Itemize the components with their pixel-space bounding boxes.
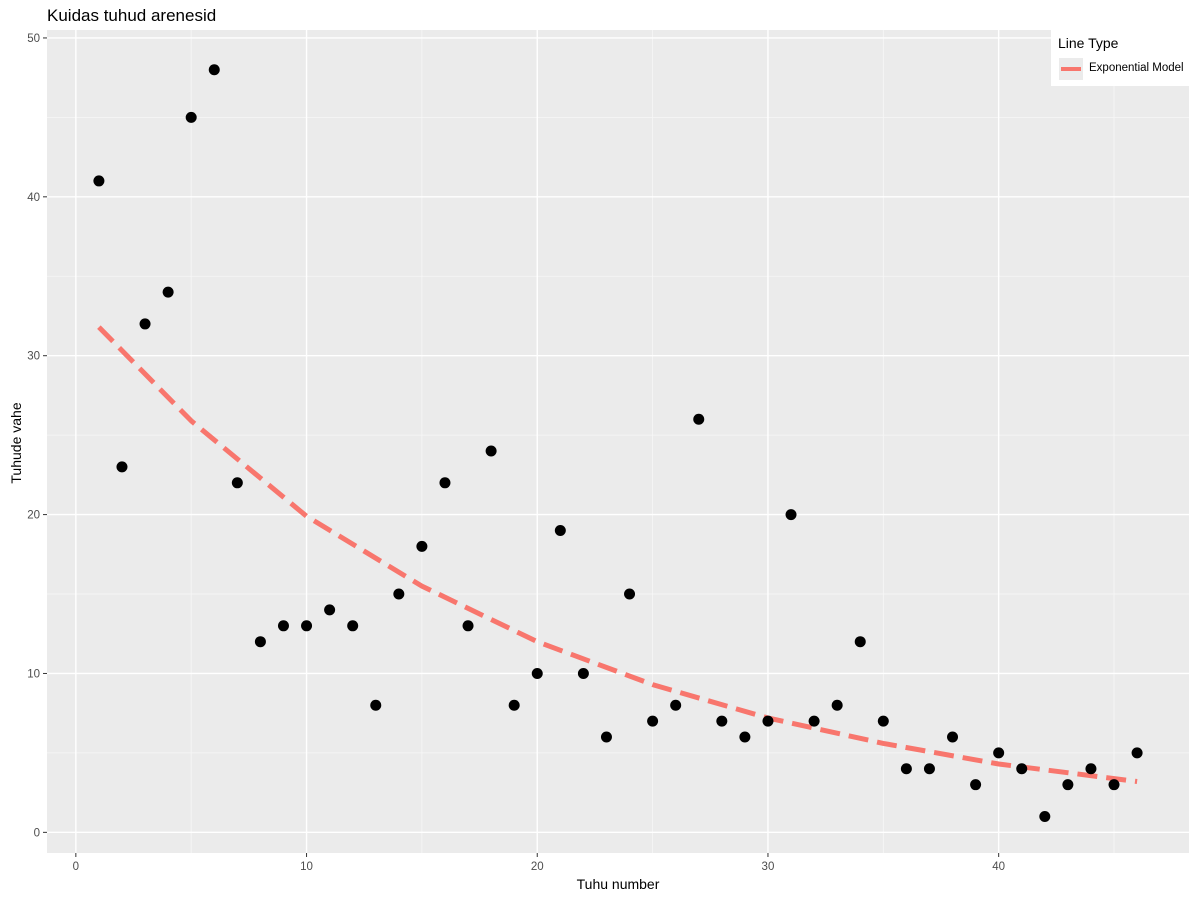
data-point (762, 715, 774, 727)
data-point (670, 699, 682, 711)
y-tick-label: 20 (27, 510, 40, 522)
data-point (485, 445, 497, 457)
data-point (1039, 810, 1051, 822)
data-point (970, 779, 982, 791)
data-point (139, 318, 151, 330)
exponential-model-line (97, 325, 1138, 784)
data-point (301, 620, 313, 632)
data-point (831, 699, 843, 711)
data-point (1085, 763, 1097, 775)
data-point (231, 477, 243, 489)
x-tick-label: 40 (992, 861, 1005, 873)
data-point (993, 747, 1005, 759)
legend: Line Type Exponential Model (1051, 30, 1193, 86)
data-point (208, 64, 220, 76)
data-point (254, 636, 266, 648)
x-axis-label: Tuhu number (576, 876, 660, 892)
points-group (93, 64, 1143, 822)
data-point (600, 731, 612, 743)
data-point (531, 667, 543, 679)
x-tick-label: 0 (73, 861, 79, 873)
data-point (1108, 779, 1120, 791)
legend-label-exponential-model: Exponential Model (1089, 62, 1184, 74)
y-axis-ticks: 0 10 20 30 40 50 (27, 33, 47, 839)
y-tick-label: 40 (27, 192, 40, 204)
data-point (393, 588, 405, 600)
chart-title: Kuidas tuhud arenesid (47, 6, 217, 25)
legend-key (1059, 58, 1083, 80)
data-point (508, 699, 520, 711)
data-point (277, 620, 289, 632)
data-point (577, 667, 589, 679)
data-point (554, 524, 566, 536)
legend-swatch-exponential-model (1061, 67, 1081, 71)
x-tick-label: 10 (300, 861, 313, 873)
y-tick-label: 50 (27, 33, 40, 45)
x-tick-label: 30 (762, 861, 775, 873)
data-point (624, 588, 636, 600)
x-tick-label: 20 (531, 861, 544, 873)
fit-line-group (97, 325, 1138, 784)
data-point (439, 477, 451, 489)
data-point (947, 731, 959, 743)
data-point (923, 763, 935, 775)
data-point (116, 461, 128, 473)
data-point (900, 763, 912, 775)
data-point (693, 413, 705, 425)
data-point (416, 540, 428, 552)
data-point (854, 636, 866, 648)
data-point (877, 715, 889, 727)
x-axis-ticks: 0 10 20 30 40 (73, 853, 1005, 873)
data-point (462, 620, 474, 632)
data-point (647, 715, 659, 727)
data-point (739, 731, 751, 743)
data-point (185, 111, 197, 123)
data-point (324, 604, 336, 616)
data-point (93, 175, 105, 187)
data-point (1016, 763, 1028, 775)
panel-background (47, 30, 1189, 853)
legend-title: Line Type (1058, 35, 1119, 51)
y-tick-label: 0 (34, 827, 40, 839)
data-point (162, 286, 174, 298)
data-point (370, 699, 382, 711)
data-point (1131, 747, 1143, 759)
y-tick-label: 10 (27, 668, 40, 680)
y-axis-label: Tuhude vahe (8, 402, 24, 484)
data-point (785, 509, 797, 521)
data-point (808, 715, 820, 727)
data-point (347, 620, 359, 632)
data-point (716, 715, 728, 727)
data-point (1062, 779, 1074, 791)
y-tick-label: 30 (27, 351, 40, 363)
